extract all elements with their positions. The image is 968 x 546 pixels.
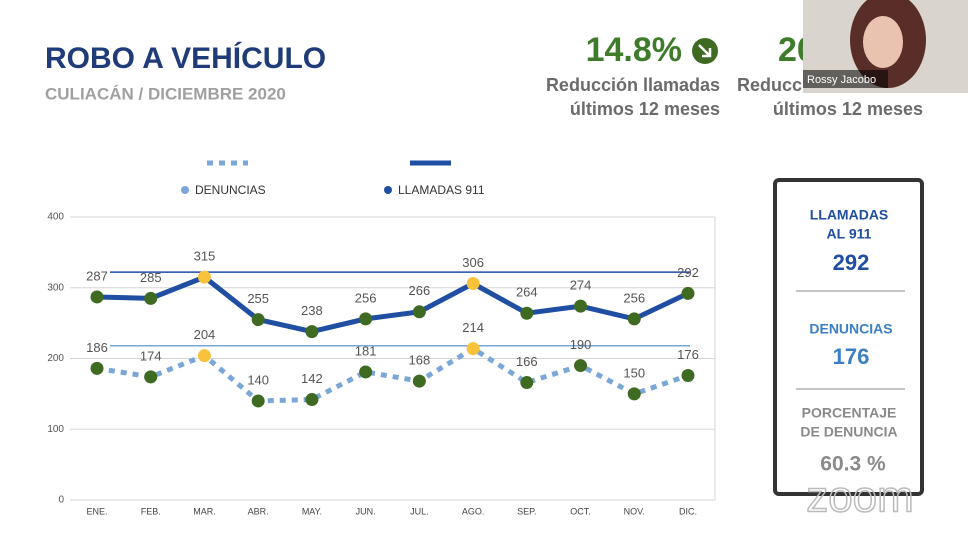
point [90, 290, 104, 304]
legend-marker [384, 186, 392, 194]
point [412, 305, 426, 319]
data-label: 238 [301, 303, 323, 318]
data-label: 140 [247, 372, 269, 387]
point [520, 376, 534, 390]
x-tick-label: ENE. [86, 506, 107, 516]
panel-value: 60.3 % [820, 453, 886, 476]
x-tick-label: FEB. [141, 506, 161, 516]
point [466, 277, 480, 291]
data-label: 150 [623, 365, 645, 380]
chart: 0 100 200 300 400 ENE. FEB. MAR. ABR. MAY. JUN. JUL… [47, 160, 716, 516]
panel-value: 176 [833, 344, 870, 369]
x-tick-label: ABR. [248, 506, 269, 516]
data-label: 176 [677, 347, 699, 362]
stat-label: últimos 12 meses [570, 99, 720, 119]
summary-panel [773, 178, 924, 496]
watermark: zoom [806, 473, 914, 522]
legend-label: DENUNCIAS [195, 183, 266, 197]
data-label: 214 [462, 320, 484, 335]
point [681, 368, 695, 382]
point [681, 286, 695, 300]
point [305, 393, 319, 407]
data-label: 168 [409, 353, 431, 368]
legend-label: LLAMADAS 911 [398, 183, 485, 197]
subtitle: CULIACÁN / DICIEMBRE 2020 [45, 84, 286, 103]
point [574, 299, 588, 313]
point [627, 387, 641, 401]
panel-value: 292 [833, 250, 870, 275]
data-label: 256 [355, 290, 377, 305]
series-line [96, 345, 689, 404]
x-tick-label: AGO. [462, 506, 485, 516]
video-name-bg [803, 70, 888, 88]
data-label: 264 [516, 285, 538, 300]
data-label: 315 [194, 249, 216, 264]
panel-label: DENUNCIAS [809, 321, 892, 337]
legend-marker [181, 186, 189, 194]
point [144, 370, 158, 384]
y-tick-label: 300 [47, 282, 64, 293]
data-label: 285 [140, 270, 162, 285]
point [197, 270, 211, 284]
point [305, 325, 319, 339]
x-tick-label: MAR. [193, 506, 216, 516]
video-name: Rossy Jacobo [807, 74, 876, 86]
x-tick-label: SEP. [517, 506, 536, 516]
data-label: 256 [623, 290, 645, 305]
data-label: 204 [194, 327, 216, 342]
point [251, 394, 265, 408]
data-label: 287 [86, 268, 108, 283]
y-tick-label: 400 [47, 212, 64, 223]
point [466, 342, 480, 356]
x-tick-label: JUN. [356, 506, 376, 516]
data-label: 142 [301, 371, 323, 386]
data-label: 274 [570, 278, 592, 293]
x-tick-label: MAY. [302, 506, 322, 516]
x-tick-label: OCT. [570, 506, 591, 516]
data-label: 186 [86, 340, 108, 355]
y-tick-label: 200 [47, 353, 64, 364]
series-line [96, 274, 690, 335]
data-label: 306 [462, 255, 484, 270]
data-label: 292 [677, 265, 699, 280]
panel-label: PORCENTAJE [802, 405, 897, 421]
x-tick-label: NOV. [624, 506, 645, 516]
point [359, 365, 373, 379]
point [627, 312, 641, 326]
y-tick-label: 100 [47, 424, 64, 435]
data-label: 190 [570, 337, 592, 352]
panel-label: LLAMADAS [810, 207, 889, 223]
video-face [863, 16, 903, 68]
data-label: 166 [516, 354, 538, 369]
x-tick-label: JUL. [410, 506, 429, 516]
point [90, 361, 104, 375]
point [251, 313, 265, 327]
point [574, 359, 588, 373]
x-tick-label: DIC. [679, 506, 697, 516]
point [520, 306, 534, 320]
stat-value: 14.8% [586, 31, 682, 69]
stat-label: Reducción llamadas [546, 75, 720, 95]
point [359, 312, 373, 326]
title: ROBO A VEHÍCULO [45, 41, 326, 75]
data-label: 174 [140, 348, 162, 363]
data-label: 181 [355, 343, 377, 358]
panel-label: DE DENUNCIA [800, 424, 897, 440]
point [412, 374, 426, 388]
point [197, 349, 211, 363]
stat-label: últimos 12 meses [773, 99, 923, 119]
point [144, 291, 158, 305]
panel-label: AL 911 [827, 226, 872, 242]
data-label: 255 [247, 291, 269, 306]
stat-icon-arrow [698, 44, 712, 58]
data-label: 266 [409, 283, 431, 298]
y-tick-label: 0 [58, 495, 64, 506]
